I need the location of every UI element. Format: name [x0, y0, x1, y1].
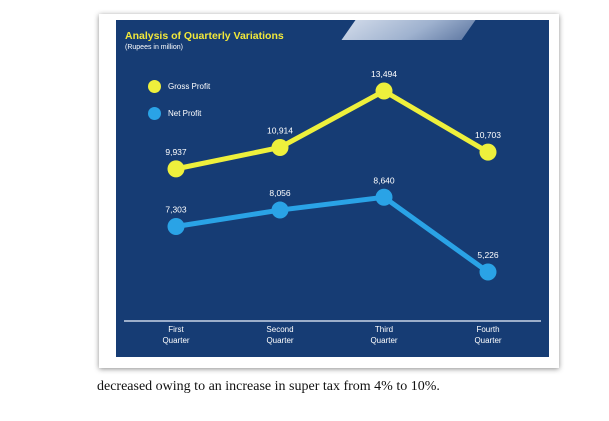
caption-text: decreased owing to an increase in super … — [97, 379, 440, 394]
data-label: 5,226 — [477, 250, 499, 260]
x-tick-label: Third Quarter — [370, 325, 397, 345]
data-point — [271, 138, 289, 156]
legend-item-gross-profit: Gross Profit — [148, 79, 210, 93]
data-label: 8,640 — [373, 175, 395, 185]
data-label: 8,056 — [269, 188, 291, 198]
chart-title: Analysis of Quarterly Variations — [125, 30, 284, 42]
data-label: 13,494 — [371, 69, 397, 79]
chart-panel: Analysis of Quarterly Variations (Rupees… — [116, 20, 549, 357]
plot-area: First Quarter Second Quarter Third Quarter Fou… — [124, 69, 541, 345]
data-point — [375, 188, 393, 206]
data-point — [479, 263, 497, 281]
legend-marker-gross-profit — [148, 79, 161, 93]
data-label: 9,937 — [165, 147, 187, 157]
series-line-0 — [173, 88, 491, 172]
legend-item-net-profit: Net Profit — [148, 106, 201, 120]
series-line-1 — [173, 194, 491, 275]
chart-subtitle: (Rupees in million) — [125, 44, 183, 51]
data-point — [479, 143, 497, 161]
legend-label-gross-profit: Gross Profit — [168, 81, 211, 91]
data-point — [375, 82, 393, 100]
data-label: 7,303 — [165, 205, 187, 215]
x-tick-label: Second Quarter — [266, 325, 293, 345]
data-label: 10,914 — [267, 125, 293, 135]
legend-label-net-profit: Net Profit — [168, 108, 202, 118]
legend-marker-net-profit — [148, 106, 161, 120]
x-tick-label: First Quarter — [162, 325, 189, 345]
x-tick-label: Fourth Quarter — [474, 325, 501, 345]
data-point — [167, 218, 185, 236]
data-point — [271, 201, 289, 219]
data-point — [167, 160, 185, 178]
data-label: 10,703 — [475, 130, 501, 140]
